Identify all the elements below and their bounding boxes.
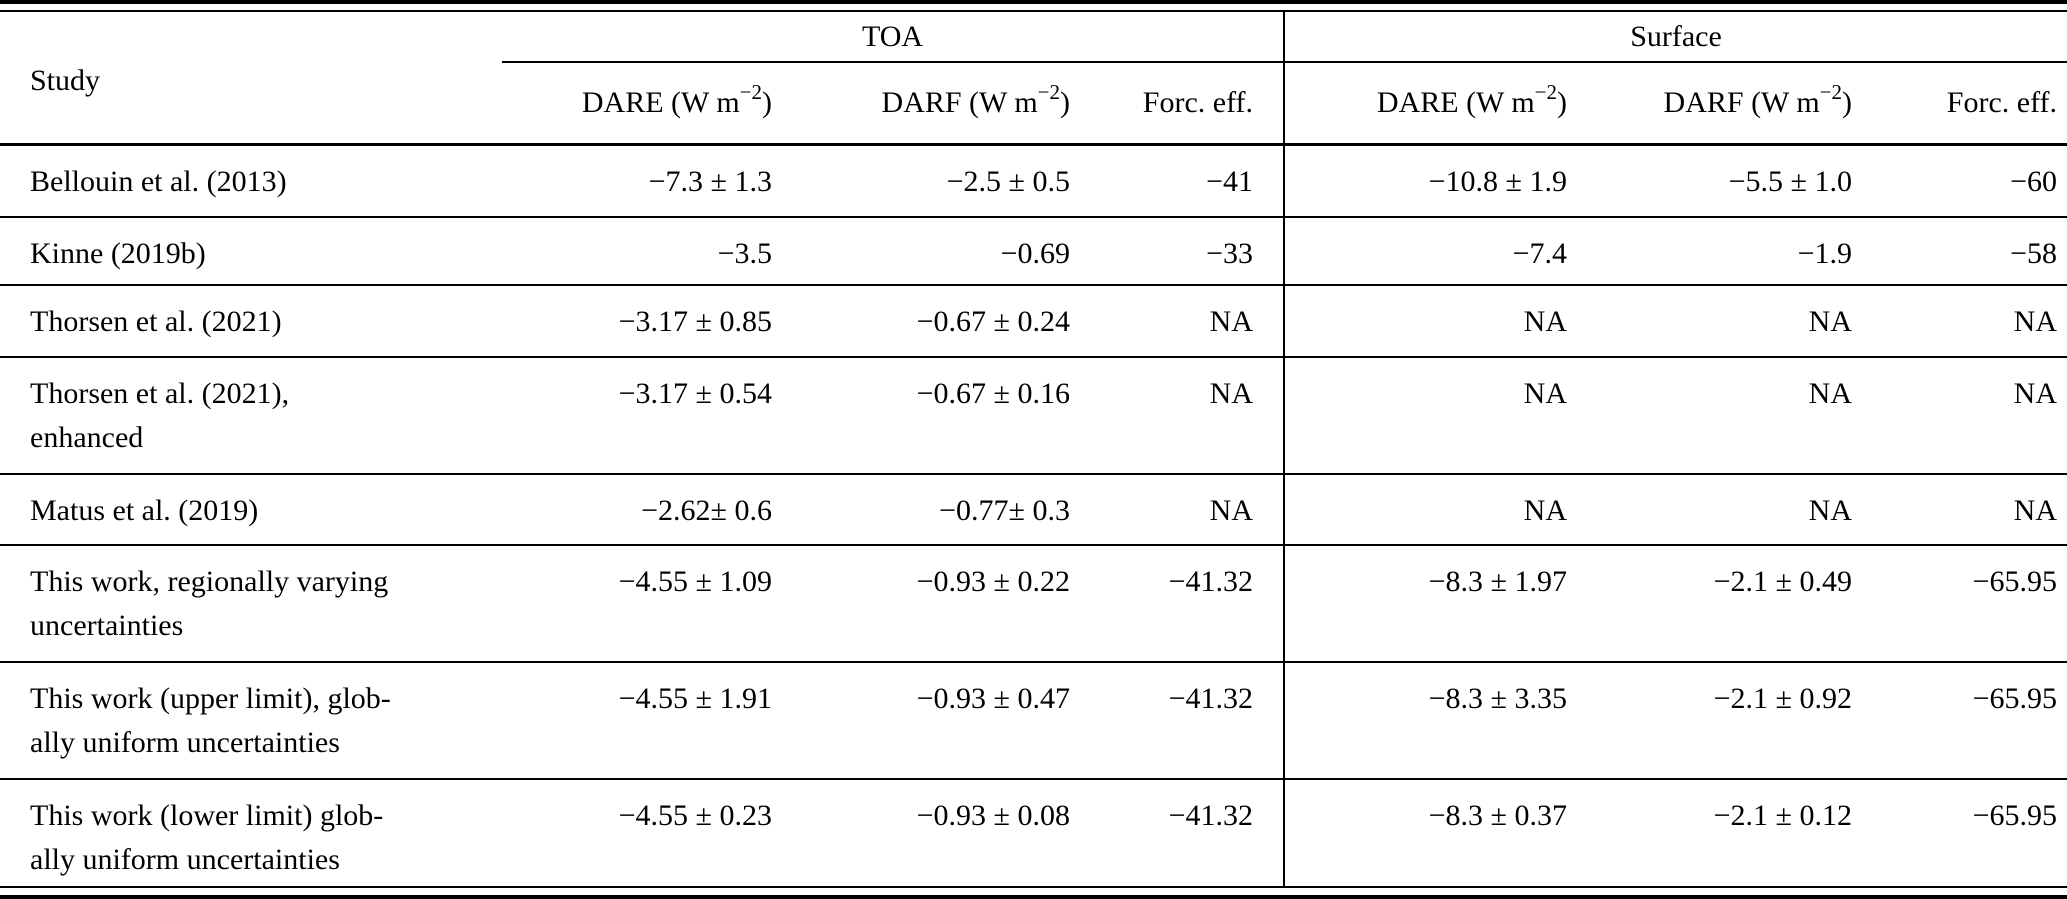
col-header-toa-forc-eff-label: Forc. eff. [1142, 85, 1254, 119]
surface-forc-eff-cell: −58 [2010, 237, 2058, 270]
toa-dare-cell: −3.17 ± 0.85 [618, 305, 772, 338]
toa-darf-cell: −0.93 ± 0.22 [916, 565, 1070, 598]
surface-dare-cell: NA [1283, 357, 1584, 474]
toa-darf-cell: −0.93 ± 0.08 [916, 799, 1070, 832]
col-header-study: Study [0, 11, 502, 146]
table-row: Thorsen et al. (2021) −3.17 ± 0.85 −0.67… [0, 285, 2067, 357]
col-header-toa-dare: DARE (W m−2) [502, 62, 788, 146]
col-header-surface-darf: DARF (W m−2) [1583, 62, 1869, 146]
surface-darf-cell: NA [1808, 305, 1853, 338]
surface-dare-cell: NA [1283, 285, 1584, 357]
toa-forc-eff-cell: −41 [1206, 164, 1254, 198]
surface-darf-cell: −1.9 [1797, 237, 1853, 270]
surface-darf-cell: −2.1 ± 0.12 [1713, 799, 1853, 832]
col-header-surface-dare-label: DARE (W m [1376, 85, 1535, 119]
col-header-surface-darf-label: DARF (W m [1663, 85, 1820, 119]
unit-superscript: −2 [1534, 79, 1558, 104]
col-header-surface-forc-eff: Forc. eff. [1868, 62, 2067, 146]
surface-dare-cell: NA [1283, 474, 1584, 545]
surface-darf-cell: −2.1 ± 0.92 [1713, 682, 1853, 715]
surface-forc-eff-cell: NA [2013, 305, 2058, 338]
surface-dare-cell: −10.8 ± 1.9 [1283, 144, 1584, 217]
toa-forc-eff-cell: NA [1209, 305, 1254, 338]
surface-forc-eff-cell: −65.95 [1972, 565, 2058, 598]
table-row: This work, regionally varying uncertaint… [0, 545, 2067, 662]
study-cell: This work (upper limit), glob- ally unif… [30, 682, 391, 759]
surface-dare-cell: −8.3 ± 1.97 [1283, 545, 1584, 662]
toa-dare-cell: −4.55 ± 0.23 [618, 799, 772, 832]
col-header-surface-dare: DARE (W m−2) [1283, 62, 1584, 146]
col-header-surface-forc-eff-label: Forc. eff. [1946, 85, 2058, 119]
study-cell: This work (lower limit) glob- ally unifo… [30, 799, 384, 876]
surface-dare-cell: −8.3 ± 0.37 [1283, 779, 1584, 887]
unit-close: ) [1557, 85, 1568, 119]
table-row: This work (lower limit) glob- ally unifo… [0, 779, 2067, 887]
toa-forc-eff-cell: −41.32 [1168, 799, 1254, 832]
unit-close: ) [1060, 85, 1070, 119]
unit-close: ) [762, 85, 772, 119]
table-row: This work (upper limit), glob- ally unif… [0, 662, 2067, 779]
toa-forc-eff-cell: −33 [1206, 237, 1254, 270]
surface-forc-eff-cell: −65.95 [1972, 682, 2058, 715]
table-row: Bellouin et al. (2013) −7.3 ± 1.3 −2.5 ±… [0, 144, 2067, 217]
col-header-toa-dare-label: DARE (W m [581, 85, 740, 119]
toa-dare-cell: −4.55 ± 1.91 [618, 682, 772, 715]
unit-close: ) [1842, 85, 1853, 119]
study-cell: Kinne (2019b) [30, 237, 206, 270]
toa-darf-cell: −0.67 ± 0.16 [916, 377, 1070, 410]
table-row: Kinne (2019b) −3.5 −0.69 −33 −7.4 −1.9 −… [0, 217, 2067, 285]
toa-forc-eff-cell: NA [1209, 377, 1254, 410]
sub-header-row: DARE (W m−2) DARF (W m−2) Forc. eff. DAR… [0, 62, 2067, 146]
group-header-surface: Surface [1283, 11, 2067, 63]
surface-forc-eff-cell: NA [2013, 377, 2058, 410]
group-header-toa: TOA [502, 11, 1285, 63]
study-cell: Bellouin et al. (2013) [30, 164, 287, 198]
toa-dare-cell: −7.3 ± 1.3 [648, 164, 772, 198]
surface-darf-cell: NA [1808, 377, 1853, 410]
toa-darf-cell: −0.67 ± 0.24 [916, 305, 1070, 338]
toa-forc-eff-cell: −41.32 [1168, 565, 1254, 598]
surface-darf-cell: −2.1 ± 0.49 [1713, 565, 1853, 598]
surface-dare-cell: −7.4 [1283, 217, 1584, 285]
table-row: Matus et al. (2019) −2.62± 0.6 −0.77± 0.… [0, 474, 2067, 545]
unit-superscript: −2 [739, 79, 762, 104]
dare-darf-comparison-table: Study TOA Surface DARE (W m−2) DARF (W m… [0, 10, 2067, 888]
surface-darf-cell: NA [1808, 494, 1853, 527]
surface-dare-cell: −8.3 ± 3.35 [1283, 662, 1584, 779]
toa-dare-cell: −3.17 ± 0.54 [618, 377, 772, 410]
toa-darf-cell: −0.69 [1000, 237, 1070, 270]
surface-forc-eff-cell: −65.95 [1972, 799, 2058, 832]
surface-forc-eff-cell: NA [2013, 494, 2058, 527]
toa-dare-cell: −3.5 [717, 237, 772, 270]
unit-superscript: −2 [1819, 79, 1843, 104]
toa-dare-cell: −4.55 ± 1.09 [618, 565, 772, 598]
toa-darf-cell: −0.93 ± 0.47 [916, 682, 1070, 715]
col-header-toa-darf-label: DARF (W m [881, 85, 1038, 119]
toa-darf-cell: −2.5 ± 0.5 [946, 164, 1070, 198]
study-cell: This work, regionally varying uncertaint… [30, 565, 389, 642]
surface-darf-cell: −5.5 ± 1.0 [1728, 164, 1853, 198]
toa-forc-eff-cell: NA [1209, 494, 1254, 527]
toa-dare-cell: −2.62± 0.6 [641, 494, 772, 527]
group-header-row: Study TOA Surface [0, 11, 2067, 146]
col-header-toa-forc-eff: Forc. eff. [1086, 62, 1285, 146]
study-cell: Thorsen et al. (2021) [30, 305, 282, 338]
study-cell: Matus et al. (2019) [30, 494, 259, 527]
surface-forc-eff-cell: −60 [2010, 164, 2058, 198]
toa-darf-cell: −0.77± 0.3 [939, 494, 1070, 527]
table-row: Thorsen et al. (2021), enhanced −3.17 ± … [0, 357, 2067, 474]
unit-superscript: −2 [1037, 79, 1060, 104]
study-cell: Thorsen et al. (2021), enhanced [30, 377, 290, 454]
toa-forc-eff-cell: −41.32 [1168, 682, 1254, 715]
col-header-toa-darf: DARF (W m−2) [788, 62, 1086, 146]
